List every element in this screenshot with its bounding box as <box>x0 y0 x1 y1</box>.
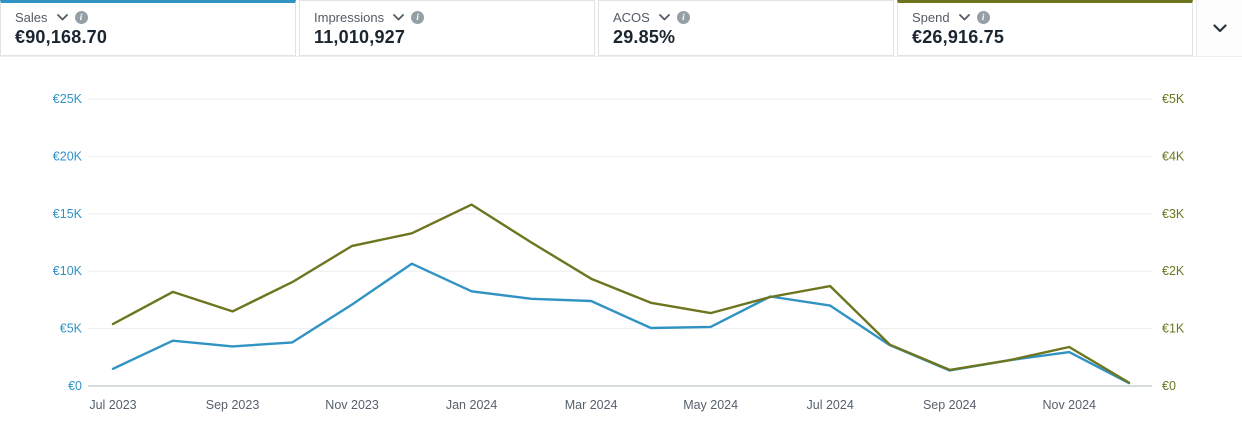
info-icon[interactable]: i <box>676 10 690 24</box>
left-axis-tick-label: €15K <box>53 207 83 221</box>
x-axis-tick-label: May 2024 <box>683 398 738 412</box>
left-axis-tick-label: €10K <box>53 264 83 278</box>
metrics-header-row: Sales i €90,168.70 Impressions i 11,010,… <box>0 0 1242 57</box>
chevron-down-icon[interactable] <box>56 13 68 21</box>
x-axis-tick-label: Jul 2023 <box>89 398 136 412</box>
metric-value: 11,010,927 <box>314 27 406 47</box>
info-icon[interactable]: i <box>411 10 425 24</box>
metric-value: 29.85% <box>613 27 676 47</box>
right-axis-tick-label: €2K <box>1162 264 1185 278</box>
panel-right-strip <box>1196 0 1242 56</box>
info-icon[interactable]: i <box>74 10 88 24</box>
collapse-panel-chevron-down-icon[interactable] <box>1209 20 1231 37</box>
info-icon[interactable]: i <box>976 10 990 24</box>
chevron-down-icon[interactable] <box>658 13 670 21</box>
metric-card-sales-top: Sales i <box>15 8 281 26</box>
chevron-down-icon[interactable] <box>958 13 970 21</box>
metric-card-impressions[interactable]: Impressions i 11,010,927 <box>299 0 595 56</box>
right-axis-tick-label: €1K <box>1162 322 1185 336</box>
left-axis-tick-label: €25K <box>53 92 83 106</box>
right-axis-tick-label: €3K <box>1162 207 1185 221</box>
metric-card-spend[interactable]: Spend i €26,916.75 <box>897 0 1193 56</box>
metric-label: Impressions <box>314 9 385 25</box>
metric-label: Sales <box>15 9 48 25</box>
x-axis-tick-label: Sep 2023 <box>206 398 260 412</box>
metric-card-acos-top: ACOS i <box>613 8 879 26</box>
metric-card-sales[interactable]: Sales i €90,168.70 <box>0 0 296 56</box>
x-axis-tick-label: Jul 2024 <box>807 398 854 412</box>
left-axis-tick-label: €5K <box>60 322 83 336</box>
x-axis-tick-label: Nov 2024 <box>1042 398 1096 412</box>
metric-value: €90,168.70 <box>15 27 108 47</box>
metric-label: ACOS <box>613 9 650 25</box>
metric-label: Spend <box>912 9 950 25</box>
left-axis-tick-label: €0 <box>68 379 82 393</box>
performance-chart-canvas: €0 €0 €5K €1K €10K €2K €15K €3K €20K €4K €25K €5K Ju… <box>53 92 1185 412</box>
x-axis-tick-label: Sep 2024 <box>923 398 977 412</box>
right-axis-tick-label: €0 <box>1162 379 1176 393</box>
chevron-down-icon[interactable] <box>393 13 404 21</box>
x-axis-tick-label: Nov 2023 <box>325 398 379 412</box>
metric-card-impressions-top: Impressions i <box>314 8 580 26</box>
left-axis-tick-label: €20K <box>53 149 83 163</box>
metric-card-acos[interactable]: ACOS i 29.85% <box>598 0 894 56</box>
spend-line <box>111 203 1131 384</box>
right-axis-tick-label: €4K <box>1162 149 1185 163</box>
metric-value: €26,916.75 <box>912 27 1005 47</box>
x-axis-tick-label: Mar 2024 <box>565 398 618 412</box>
performance-chart: €0 €0 €5K €1K €10K €2K €15K €3K €20K €4K €25K €5K Ju… <box>0 57 1242 436</box>
metric-card-spend-top: Spend i <box>912 8 1178 26</box>
right-axis-tick-label: €5K <box>1162 92 1185 106</box>
x-axis-tick-label: Jan 2024 <box>446 398 497 412</box>
